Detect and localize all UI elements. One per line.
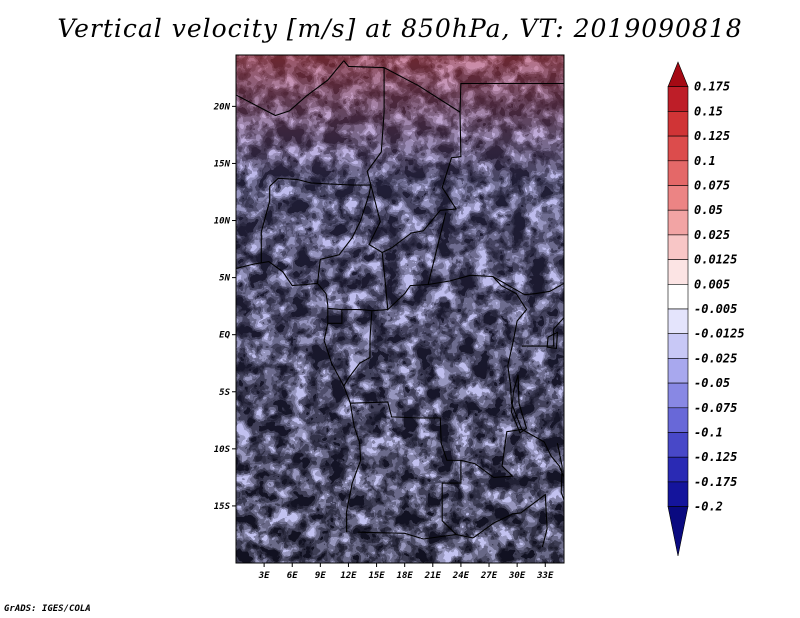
grads-credit: GrADS: IGES/COLA bbox=[4, 604, 91, 614]
colorbar-label: 0.175 bbox=[694, 80, 730, 94]
country-borders bbox=[236, 60, 564, 548]
longitude-labels: 3E 6E 9E 12E 15E 18E 21E 24E 27E 30E 33E bbox=[258, 571, 554, 581]
lon-label: 15E bbox=[368, 571, 385, 581]
border-line bbox=[524, 282, 564, 296]
border-line bbox=[521, 428, 564, 478]
colorbar-bin bbox=[667, 358, 689, 384]
border-line bbox=[366, 67, 385, 186]
colorbar-bin bbox=[667, 234, 689, 260]
colorbar-top-arrow bbox=[667, 61, 689, 87]
colorbar-label: 0.025 bbox=[694, 228, 730, 242]
colorbar-label: -0.0125 bbox=[694, 327, 745, 341]
lat-label: 5N bbox=[219, 274, 230, 284]
border-line bbox=[556, 442, 564, 501]
colorbar-bin bbox=[667, 407, 689, 433]
border-line bbox=[521, 317, 564, 347]
colorbar-bin bbox=[667, 86, 689, 112]
lon-label: 3E bbox=[258, 571, 270, 581]
border-line bbox=[357, 531, 457, 540]
lon-label: 24E bbox=[452, 571, 470, 581]
colorbar-bin bbox=[667, 185, 689, 211]
lat-label: 20N bbox=[213, 102, 231, 112]
lat-label: 10S bbox=[214, 445, 231, 455]
colorbar-label: -0.1 bbox=[694, 426, 723, 440]
border-line bbox=[510, 374, 528, 434]
colorbar-label: -0.125 bbox=[694, 450, 737, 464]
border-line bbox=[236, 261, 362, 533]
lon-label: 18E bbox=[397, 571, 414, 581]
colorbar-bin bbox=[667, 333, 689, 359]
colorbar-label: 0.1 bbox=[694, 154, 716, 168]
border-line bbox=[472, 493, 548, 548]
colorbar-label: 0.075 bbox=[694, 179, 730, 193]
border-line bbox=[546, 331, 559, 350]
border-line bbox=[383, 67, 462, 210]
colorbar-bin bbox=[667, 160, 689, 186]
map-field bbox=[236, 55, 564, 563]
map-title: Vertical velocity [m/s] at 850hPa, VT: 2… bbox=[57, 14, 743, 43]
colorbar bbox=[667, 61, 689, 557]
map-frame bbox=[235, 54, 565, 564]
border-line bbox=[260, 186, 271, 263]
lon-label: 27E bbox=[480, 571, 498, 581]
colorbar-bin bbox=[667, 432, 689, 458]
colorbar-label: 0.005 bbox=[694, 277, 730, 291]
colorbar-label: -0.075 bbox=[694, 401, 737, 415]
border-line bbox=[368, 184, 457, 254]
colorbar-label: -0.175 bbox=[694, 475, 737, 489]
colorbar-labels: 0.175 0.15 0.125 0.1 0.075 0.05 0.025 0.0125 0.0… bbox=[694, 80, 745, 514]
lat-label: 15S bbox=[214, 502, 231, 512]
colorbar-bin bbox=[667, 283, 689, 310]
colorbar-label: 0.05 bbox=[694, 203, 723, 217]
lon-label: 33E bbox=[536, 571, 554, 581]
axis-ticks bbox=[232, 105, 546, 567]
lat-label: 10N bbox=[214, 217, 231, 227]
colorbar-bin bbox=[667, 135, 689, 162]
colorbar-bin bbox=[667, 259, 689, 285]
lon-label: 12E bbox=[340, 571, 357, 581]
border-line bbox=[460, 276, 528, 478]
colorbar-label: 0.15 bbox=[694, 104, 723, 118]
border-line bbox=[269, 177, 371, 187]
colorbar-bin bbox=[667, 209, 689, 236]
border-line bbox=[343, 60, 385, 69]
colorbar-label: 0.0125 bbox=[694, 253, 737, 267]
colorbar-bin bbox=[667, 382, 689, 409]
lon-label: 30E bbox=[508, 571, 526, 581]
colorbar-label: -0.05 bbox=[694, 376, 730, 390]
latitude-labels: 20N 15N 10N 5N EQ 5S 10S 15S bbox=[213, 102, 231, 512]
border-line bbox=[350, 401, 474, 539]
lon-label: 21E bbox=[424, 571, 442, 581]
lon-label: 9E bbox=[315, 571, 326, 581]
border-line bbox=[427, 212, 447, 285]
colorbar-bin bbox=[667, 481, 689, 507]
colorbar-label: 0.125 bbox=[694, 129, 730, 143]
lat-label: 5S bbox=[219, 388, 230, 398]
colorbar-bottom-arrow bbox=[667, 506, 689, 557]
lon-label: 6E bbox=[287, 571, 298, 581]
border-line bbox=[327, 307, 388, 312]
border-line bbox=[381, 252, 525, 311]
border-line bbox=[316, 184, 372, 284]
colorbar-label: -0.2 bbox=[694, 500, 723, 514]
border-line bbox=[343, 310, 373, 387]
lat-label: EQ bbox=[219, 331, 230, 341]
border-line bbox=[327, 309, 343, 324]
colorbar-bin bbox=[667, 456, 689, 483]
colorbar-bin bbox=[667, 111, 689, 137]
colorbar-label: -0.005 bbox=[694, 302, 737, 316]
colorbar-bin bbox=[667, 308, 689, 335]
border-line bbox=[236, 60, 345, 117]
lat-label: 15N bbox=[214, 159, 231, 169]
colorbar-label: -0.025 bbox=[694, 351, 737, 365]
